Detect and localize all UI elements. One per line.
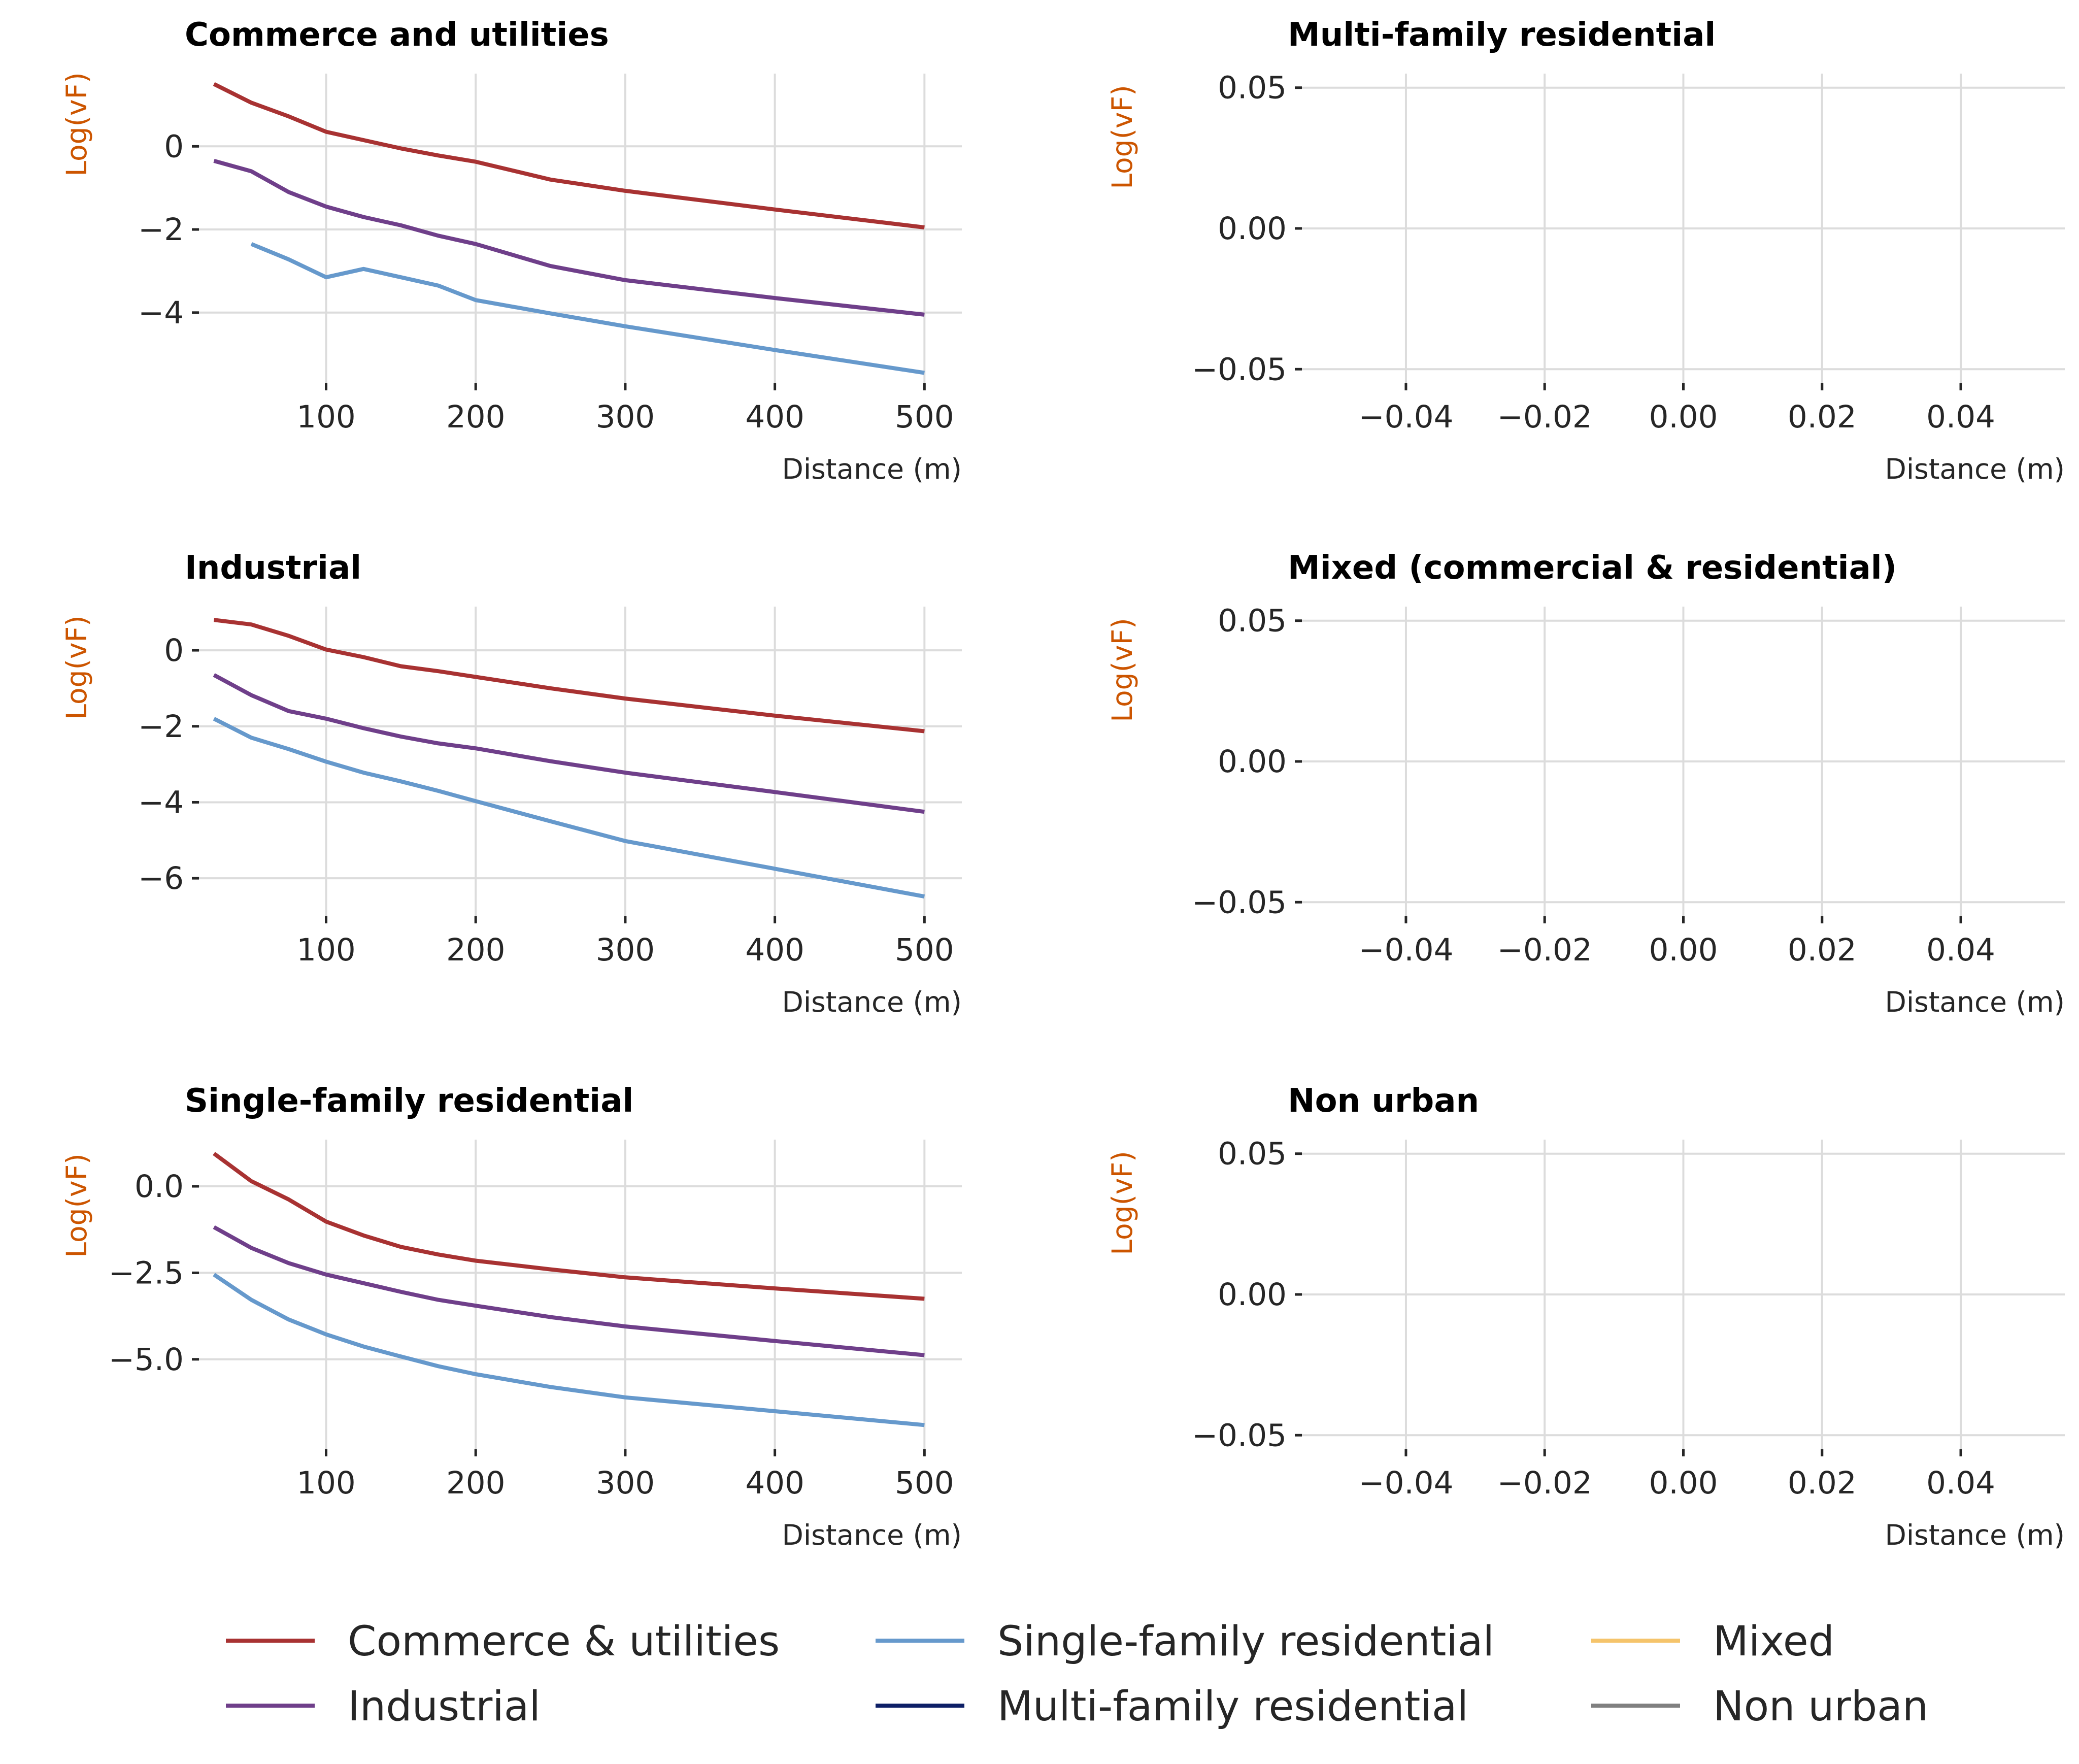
legend-item: Multi-family residential (876, 1683, 1468, 1730)
x-tick-label: 0.04 (1926, 932, 1995, 968)
x-tick-label: −0.04 (1358, 1465, 1453, 1501)
legend-label: Industrial (348, 1683, 541, 1730)
legend-label: Mixed (1713, 1618, 1834, 1666)
x-axis-label: Distance (m) (1885, 986, 2065, 1018)
panel-title: Mixed (commercial & residential) (1288, 549, 1897, 587)
y-tick-label: 0.0 (135, 1169, 184, 1205)
panel-6: −0.04 −0.02 0.00 0.02 0.04 0.05 0.00 −0.05 Non u… (1106, 1082, 2065, 1551)
x-axis-label: Distance (m) (782, 986, 962, 1018)
series-line-single-family-residential (250, 242, 925, 375)
y-tick-label: 0.05 (1218, 1136, 1287, 1172)
x-axis-label: Distance (m) (782, 1519, 962, 1551)
legend-label: Commerce & utilities (348, 1618, 780, 1666)
panel-4: −0.04 −0.02 0.00 0.02 0.04 0.05 0.00 −0.05 Mixed… (1106, 549, 2065, 1018)
legend: Commerce & utilities Industrial Single-fam… (226, 1618, 1928, 1730)
x-axis-label: Distance (m) (1885, 1519, 2065, 1551)
panel-title: Non urban (1288, 1082, 1479, 1120)
panels: 100 200 300 400 500 0 −2 −4 Commerce and utiliti… (60, 16, 2065, 1551)
y-axis-label: Log(vF) (1106, 618, 1138, 722)
x-tick-label: −0.04 (1358, 399, 1453, 435)
y-axis-label: Log(vF) (1106, 85, 1138, 189)
x-tick-label: 0.02 (1788, 1465, 1857, 1501)
x-tick-label: 200 (446, 932, 505, 968)
x-tick-label: 500 (895, 932, 954, 968)
series-line-single-family-residential (213, 717, 925, 899)
legend-item: Single-family residential (876, 1618, 1494, 1666)
panel-title: Commerce and utilities (185, 16, 609, 54)
y-tick-label: 0.05 (1218, 603, 1287, 639)
x-tick-label: 400 (745, 1465, 804, 1501)
x-tick-label: 400 (745, 399, 804, 435)
series-line-industrial (213, 1225, 925, 1357)
series-line-commerce-utilities (214, 618, 925, 734)
x-tick-label: 0.00 (1649, 932, 1718, 968)
legend-item: Industrial (226, 1683, 541, 1730)
legend-item: Non urban (1591, 1683, 1928, 1730)
x-axis-label: Distance (m) (782, 453, 962, 485)
x-tick-label: −0.04 (1358, 932, 1453, 968)
x-axis-label: Distance (m) (1885, 453, 2065, 485)
series-line-commerce-utilities (213, 82, 925, 229)
x-tick-label: 100 (296, 399, 355, 435)
panel-title: Multi-family residential (1288, 16, 1716, 54)
series-line-single-family-residential (213, 1273, 925, 1427)
y-tick-label: −2 (138, 212, 184, 248)
x-tick-label: 0.04 (1926, 1465, 1995, 1501)
y-tick-label: −2.5 (109, 1255, 184, 1291)
x-tick-label: 0.00 (1649, 1465, 1718, 1501)
series-line-commerce-utilities (213, 1152, 925, 1301)
y-tick-label: −0.05 (1192, 884, 1287, 920)
y-axis-label: Log(vF) (60, 1153, 93, 1257)
x-tick-label: 500 (895, 399, 954, 435)
y-axis-label: Log(vF) (60, 72, 93, 176)
y-tick-label: 0.05 (1218, 70, 1287, 106)
y-tick-label: −0.05 (1192, 1417, 1287, 1453)
y-tick-label: 0.00 (1218, 211, 1287, 247)
x-tick-label: −0.02 (1497, 399, 1592, 435)
y-tick-label: −6 (138, 860, 184, 896)
y-tick-label: −4 (138, 784, 184, 820)
panel-2: −0.04 −0.02 0.00 0.02 0.04 0.05 0.00 −0.05 Multi… (1106, 16, 2065, 485)
y-tick-label: −2 (138, 709, 184, 745)
x-tick-label: −0.02 (1497, 1465, 1592, 1501)
legend-item: Mixed (1591, 1618, 1834, 1666)
x-tick-label: 300 (596, 932, 655, 968)
y-tick-label: 0.00 (1218, 1277, 1287, 1313)
x-tick-label: 100 (296, 1465, 355, 1501)
panel-title: Industrial (185, 549, 361, 587)
x-tick-label: 200 (446, 1465, 505, 1501)
y-tick-label: −0.05 (1192, 351, 1287, 387)
y-tick-label: −4 (138, 295, 184, 331)
panel-title: Single-family residential (185, 1082, 633, 1120)
panel-5: 100 200 300 400 500 0.0 −2.5 −5.0 Single-family … (60, 1082, 962, 1551)
x-tick-label: 300 (596, 399, 655, 435)
x-tick-label: 400 (745, 932, 804, 968)
legend-label: Non urban (1713, 1683, 1928, 1730)
y-tick-label: −5.0 (109, 1342, 184, 1378)
y-tick-label: 0 (164, 633, 184, 669)
legend-item: Commerce & utilities (226, 1618, 780, 1666)
x-tick-label: −0.02 (1497, 932, 1592, 968)
y-axis-label: Log(vF) (1106, 1151, 1138, 1255)
x-tick-label: 200 (446, 399, 505, 435)
series-line-industrial (213, 673, 925, 814)
legend-label: Single-family residential (997, 1618, 1494, 1666)
x-tick-label: 0.00 (1649, 399, 1718, 435)
x-tick-label: 300 (596, 1465, 655, 1501)
y-tick-label: 0.00 (1218, 744, 1287, 780)
legend-label: Multi-family residential (997, 1683, 1468, 1730)
series-line-industrial (213, 159, 925, 317)
y-tick-label: 0 (164, 128, 184, 164)
x-tick-label: 0.02 (1788, 399, 1857, 435)
x-tick-label: 500 (895, 1465, 954, 1501)
y-axis-label: Log(vF) (60, 615, 93, 719)
panel-1: 100 200 300 400 500 0 −2 −4 Commerce and utiliti… (60, 16, 962, 485)
x-tick-label: 100 (296, 932, 355, 968)
x-tick-label: 0.02 (1788, 932, 1857, 968)
panel-3: 100 200 300 400 500 0 −2 −4 −6 Industrial Distance… (60, 549, 962, 1018)
x-tick-label: 0.04 (1926, 399, 1995, 435)
